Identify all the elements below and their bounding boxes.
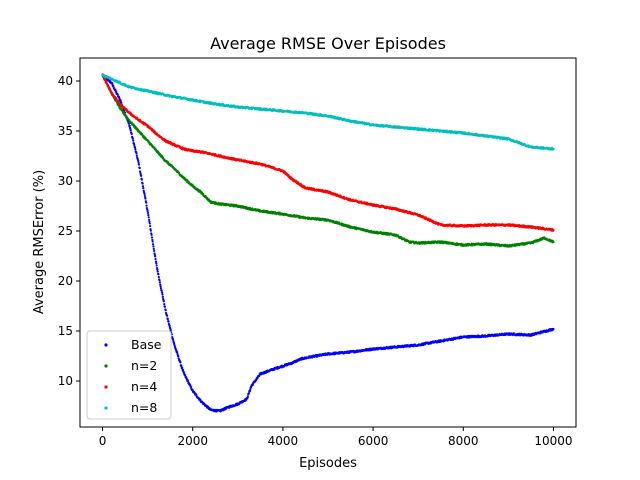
data-point <box>169 329 172 332</box>
data-point <box>146 209 149 213</box>
data-point <box>142 186 145 190</box>
data-point <box>140 174 143 177</box>
data-point <box>134 148 137 151</box>
data-point <box>189 385 193 388</box>
data-point <box>156 268 159 271</box>
data-point <box>112 84 115 88</box>
data-point <box>135 152 138 155</box>
data-point <box>147 213 150 217</box>
data-point <box>164 309 167 312</box>
data-point <box>130 132 133 136</box>
data-point <box>155 262 158 265</box>
data-point <box>166 314 169 317</box>
series-n-2 <box>101 73 555 248</box>
data-point <box>152 247 155 250</box>
data-point <box>167 320 170 323</box>
data-point <box>116 93 119 96</box>
data-point <box>163 303 166 306</box>
data-point <box>143 192 146 195</box>
data-point <box>140 178 143 181</box>
data-point <box>136 128 139 131</box>
data-point <box>147 218 151 221</box>
data-point <box>552 228 555 232</box>
data-point <box>130 121 133 124</box>
data-point <box>148 222 151 225</box>
data-point <box>115 90 118 93</box>
data-point <box>141 185 145 188</box>
data-point <box>149 224 152 228</box>
data-point <box>159 283 162 286</box>
data-point <box>151 243 155 246</box>
data-point <box>152 245 155 248</box>
data-point <box>161 293 164 296</box>
data-point <box>157 273 160 276</box>
plot-marks <box>101 73 555 413</box>
data-point <box>177 355 180 358</box>
data-point <box>151 240 154 243</box>
data-point <box>132 139 135 142</box>
data-point <box>157 275 160 279</box>
data-point <box>176 351 179 354</box>
data-point <box>118 96 121 99</box>
data-point <box>166 317 169 321</box>
data-point <box>168 324 171 328</box>
data-point <box>138 166 141 170</box>
data-point <box>552 240 555 244</box>
data-point <box>145 201 148 204</box>
data-point <box>159 285 162 288</box>
data-point <box>149 229 152 232</box>
data-point <box>133 143 136 147</box>
data-point <box>141 182 144 185</box>
data-point <box>143 193 146 197</box>
data-point <box>133 146 137 149</box>
data-point <box>184 374 187 377</box>
data-point <box>122 111 125 114</box>
data-point <box>154 260 158 263</box>
data-point <box>110 91 114 94</box>
data-point <box>147 216 150 219</box>
data-point <box>156 270 159 273</box>
data-point <box>162 300 165 303</box>
data-point <box>160 289 163 292</box>
data-point <box>137 161 140 164</box>
data-point <box>131 137 134 140</box>
data-point <box>148 220 151 223</box>
data-point <box>163 305 167 308</box>
data-point <box>137 159 140 162</box>
data-point <box>155 264 158 267</box>
data-point <box>199 398 202 401</box>
data-point <box>135 154 138 157</box>
data-point <box>137 163 141 166</box>
data-point <box>160 291 164 294</box>
data-point <box>154 255 157 258</box>
data-point <box>158 281 161 284</box>
data-point <box>128 124 131 127</box>
data-point <box>154 257 157 261</box>
data-point <box>158 279 161 282</box>
chart-title: Average RMSE Over Episodes <box>210 34 446 53</box>
data-point <box>145 204 148 207</box>
data-point <box>150 233 153 236</box>
data-point <box>246 395 249 398</box>
data-point <box>144 197 147 200</box>
data-point <box>159 287 163 290</box>
data-point <box>181 366 184 370</box>
data-point <box>150 236 154 239</box>
data-point <box>129 129 132 132</box>
data-point <box>552 327 555 331</box>
data-point <box>247 392 251 395</box>
data-point <box>153 249 156 252</box>
data-point <box>138 170 142 173</box>
data-point <box>161 295 164 298</box>
data-point <box>179 361 182 364</box>
data-point <box>146 211 150 215</box>
series-base <box>101 73 555 413</box>
